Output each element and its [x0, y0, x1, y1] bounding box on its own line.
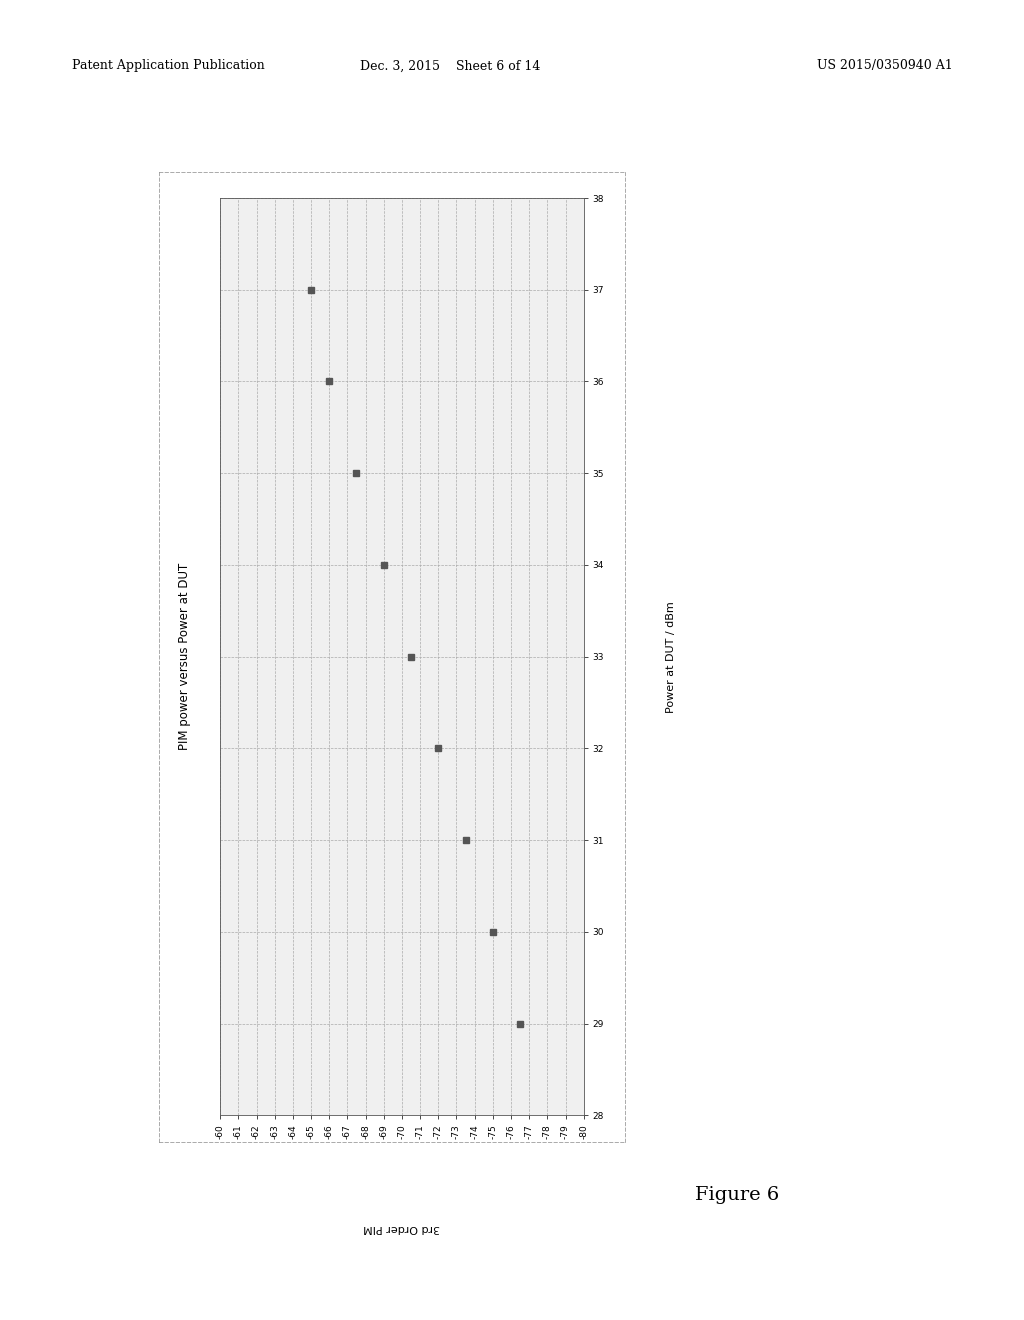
- Text: Power at DUT / dBm: Power at DUT / dBm: [666, 601, 676, 713]
- Text: Figure 6: Figure 6: [695, 1185, 779, 1204]
- Text: Dec. 3, 2015    Sheet 6 of 14: Dec. 3, 2015 Sheet 6 of 14: [360, 59, 541, 73]
- Text: PIM power versus Power at DUT: PIM power versus Power at DUT: [178, 564, 190, 750]
- Text: US 2015/0350940 A1: US 2015/0350940 A1: [816, 59, 952, 73]
- Text: 3rd Order PIM: 3rd Order PIM: [364, 1222, 440, 1233]
- Text: Patent Application Publication: Patent Application Publication: [72, 59, 264, 73]
